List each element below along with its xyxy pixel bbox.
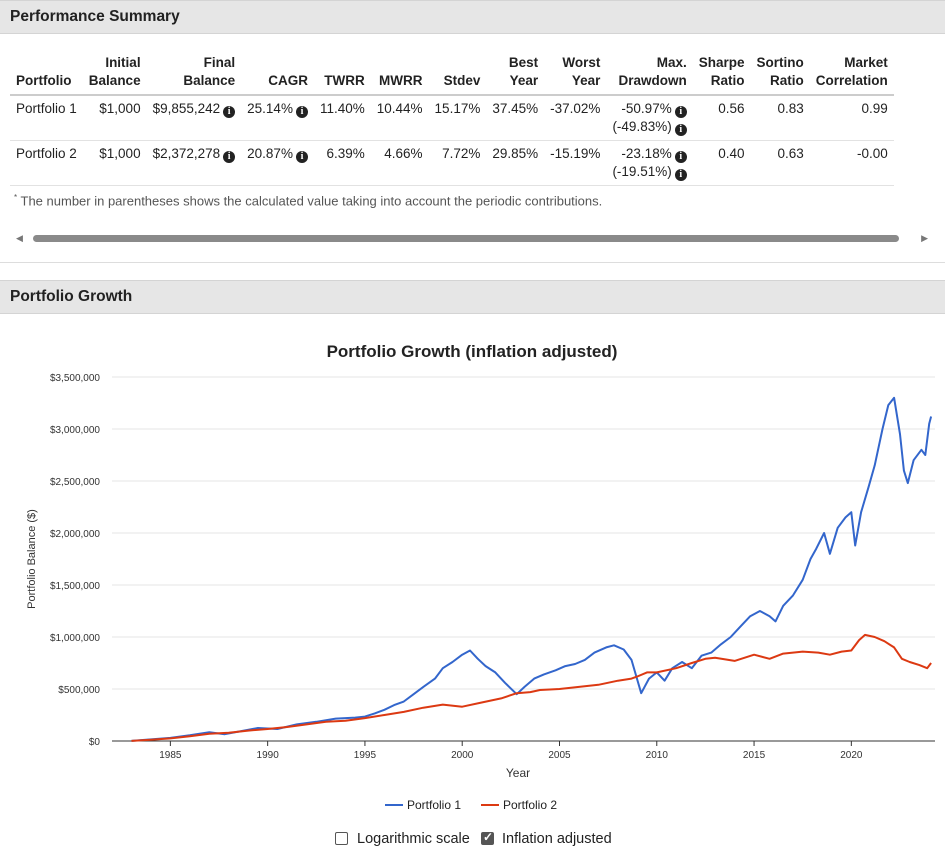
info-icon[interactable]: i <box>674 151 687 163</box>
col-cagr: CAGR <box>241 50 314 96</box>
log-scale-checkbox[interactable] <box>335 832 348 845</box>
chart-legend: Portfolio 1 Portfolio 2 <box>385 798 557 812</box>
cell-max-drawdown: -50.97% i (-49.83%) i <box>606 95 693 141</box>
x-axis-label: Year <box>506 766 530 780</box>
cell-worst-year: -15.19% <box>544 140 607 186</box>
x-tick-label: 2005 <box>548 750 571 761</box>
cell-mwrr: 4.66% <box>370 140 429 186</box>
cell-initial-balance: $1,000 <box>82 95 147 141</box>
cell-sharpe-ratio: 0.40 <box>692 140 751 186</box>
y-tick-label: $3,000,000 <box>50 425 100 436</box>
legend-label-portfolio-1[interactable]: Portfolio 1 <box>407 798 461 812</box>
y-axis-tick-labels: $0 $500,000 $1,000,000 $1,500,000 $2,000,000… <box>50 373 100 748</box>
col-sortino-ratio: Sortino Ratio <box>750 50 810 96</box>
performance-summary-table: Portfolio Initial Balance Final Balance CA… <box>10 50 894 186</box>
x-tick-label: 2010 <box>646 750 669 761</box>
x-tick-label: 2020 <box>840 750 863 761</box>
info-icon[interactable]: i <box>295 106 308 118</box>
series-line-portfolio-2 <box>131 633 932 742</box>
cell-stdev: 15.17% <box>428 95 487 141</box>
col-initial-balance: Initial Balance <box>82 50 147 96</box>
cell-max-drawdown: -23.18% i (-19.51%) i <box>606 140 693 186</box>
col-portfolio: Portfolio <box>10 50 83 96</box>
col-final-balance: Final Balance <box>146 50 242 96</box>
y-tick-label: $2,000,000 <box>50 529 100 540</box>
cell-final-balance: $9,855,242 i <box>146 95 242 141</box>
inflation-adjusted-checkbox[interactable] <box>481 830 494 845</box>
col-worst-year: Worst Year <box>544 50 607 96</box>
x-tick-label: 2015 <box>743 750 766 761</box>
cell-sortino-ratio: 0.63 <box>750 140 810 186</box>
y-tick-label: $2,500,000 <box>50 477 100 488</box>
y-tick-label: $1,000,000 <box>50 633 100 644</box>
cell-twrr: 11.40% <box>313 95 371 141</box>
portfolio-growth-chart: Portfolio Growth (inflation adjusted) $0… <box>26 342 935 812</box>
performance-summary-header: Performance Summary <box>0 0 945 34</box>
col-sharpe-ratio: Sharpe Ratio <box>692 50 751 96</box>
info-icon[interactable]: i <box>674 124 687 136</box>
cell-cagr: 25.14% i <box>241 95 314 141</box>
x-tick-label: 1995 <box>354 750 377 761</box>
section-divider <box>0 262 945 263</box>
cell-market-correlation: 0.99 <box>809 95 894 141</box>
cell-cagr: 20.87% i <box>241 140 314 186</box>
log-scale-label[interactable]: Logarithmic scale <box>357 831 470 847</box>
col-max-drawdown: Max. Drawdown <box>606 50 693 96</box>
y-axis-label: Portfolio Balance ($) <box>26 509 38 609</box>
y-tick-label: $500,000 <box>58 685 100 696</box>
y-tick-label: $3,500,000 <box>50 373 100 384</box>
cell-best-year: 37.45% <box>486 95 545 141</box>
info-icon[interactable]: i <box>674 106 687 118</box>
x-axis-tick-labels: 1985 1990 1995 2000 2005 2010 2015 2020 <box>159 750 863 761</box>
portfolio-growth-title: Portfolio Growth <box>10 288 133 305</box>
scroll-left-arrow-icon[interactable]: ◀ <box>16 233 23 243</box>
col-best-year: Best Year <box>486 50 545 96</box>
performance-summary-title: Performance Summary <box>10 8 180 25</box>
cell-stdev: 7.72% <box>428 140 487 186</box>
y-tick-label: $0 <box>89 737 101 748</box>
cell-sortino-ratio: 0.83 <box>750 95 810 141</box>
x-tick-label: 1985 <box>159 750 182 761</box>
info-icon[interactable]: i <box>223 106 236 118</box>
performance-summary-table-wrap: Portfolio Initial Balance Final Balance CA… <box>10 50 935 186</box>
col-twrr: TWRR <box>313 50 371 96</box>
y-tick-label: $1,500,000 <box>50 581 100 592</box>
legend-label-portfolio-2[interactable]: Portfolio 2 <box>503 798 557 812</box>
cell-worst-year: -37.02% <box>544 95 607 141</box>
chart-grid <box>112 376 935 746</box>
inflation-adjusted-label[interactable]: Inflation adjusted <box>502 831 612 847</box>
chart-title: Portfolio Growth (inflation adjusted) <box>327 342 618 361</box>
col-mwrr: MWRR <box>370 50 429 96</box>
info-icon[interactable]: i <box>295 151 308 163</box>
footnote: * The number in parentheses shows the ca… <box>14 193 603 209</box>
cell-market-correlation: -0.00 <box>809 140 894 186</box>
info-icon[interactable]: i <box>674 169 687 181</box>
cell-sharpe-ratio: 0.56 <box>692 95 751 141</box>
cell-initial-balance: $1,000 <box>82 140 147 186</box>
x-tick-label: 2000 <box>451 750 474 761</box>
cell-mwrr: 10.44% <box>370 95 429 141</box>
horizontal-scrollbar[interactable]: ◀ ▶ <box>14 232 930 244</box>
col-market-correlation: Market Correlation <box>809 50 894 96</box>
cell-twrr: 6.39% <box>313 140 371 186</box>
chart-series <box>131 396 933 742</box>
info-icon[interactable]: i <box>223 151 236 163</box>
table-header-row: Portfolio Initial Balance Final Balance CA… <box>10 50 894 96</box>
cell-best-year: 29.85% <box>486 140 545 186</box>
chart-options: Logarithmic scale Inflation adjusted <box>0 829 945 853</box>
cell-final-balance: $2,372,278 i <box>146 140 242 186</box>
series-line-portfolio-1 <box>131 396 933 742</box>
scroll-right-arrow-icon[interactable]: ▶ <box>921 233 928 243</box>
portfolio-growth-header: Portfolio Growth <box>0 280 945 314</box>
table-row: Portfolio 2 $1,000 $2,372,278 i 20.87% i 6… <box>10 140 894 186</box>
x-tick-label: 1990 <box>257 750 280 761</box>
cell-portfolio: Portfolio 2 <box>10 140 83 186</box>
scrollbar-thumb[interactable] <box>33 235 899 242</box>
cell-portfolio: Portfolio 1 <box>10 95 83 141</box>
table-row: Portfolio 1 $1,000 $9,855,242 i 25.14% i 1… <box>10 95 894 141</box>
col-stdev: Stdev <box>428 50 487 96</box>
